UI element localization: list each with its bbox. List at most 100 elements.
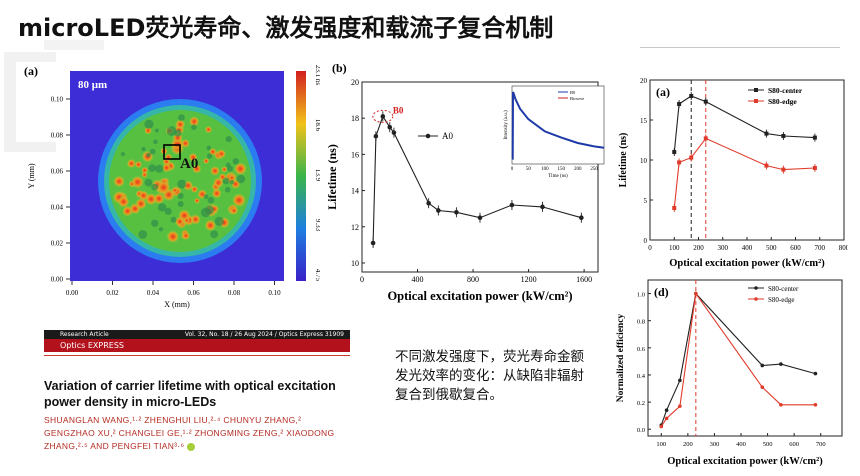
- colorbar-tick-label: 9.33: [314, 219, 320, 232]
- hotspot: [171, 187, 179, 194]
- lowspot: [206, 153, 213, 159]
- lowspot: [206, 145, 212, 151]
- data-point: [678, 378, 682, 383]
- x-axis-label: Optical excitation power (kW/cm²): [669, 258, 825, 269]
- data-point: [672, 150, 677, 154]
- hotspot: [181, 231, 191, 240]
- data-point: [579, 215, 584, 221]
- hotspot: [156, 180, 171, 195]
- y-tick-label: 0.4: [637, 373, 646, 380]
- x-tick-label: 200: [683, 441, 693, 448]
- x-tick-label: 1200: [521, 275, 537, 284]
- data-point: [509, 202, 515, 208]
- lowspot: [222, 177, 230, 185]
- y-axis-label: Lifetime (ns): [618, 133, 629, 188]
- data-point: [387, 124, 393, 130]
- data-point: [779, 362, 783, 366]
- lowspot: [158, 227, 164, 232]
- data-point: [426, 200, 431, 206]
- lowspot: [154, 128, 159, 133]
- map-x-tick-label: 0.00: [66, 289, 79, 297]
- inset-x-tick-label: 100: [541, 167, 549, 172]
- map-x-label: X (mm): [164, 300, 190, 309]
- hotspot: [131, 175, 145, 189]
- hotspot: [166, 230, 180, 244]
- lowspot: [177, 192, 184, 199]
- inset-x-tick-label: 250: [590, 167, 598, 172]
- journal-banner: Research Article Vol. 32, No. 18 / 26 Au…: [44, 330, 350, 360]
- lowspot: [120, 152, 125, 157]
- legend-label: S80-center: [768, 285, 799, 293]
- x-tick-label: 500: [766, 244, 777, 252]
- x-tick-label: 800: [467, 275, 479, 284]
- hotspot: [122, 205, 133, 217]
- hotspot: [228, 174, 236, 182]
- y-tick-label: 0.6: [637, 346, 646, 353]
- x-axis-label: Optical excitation power (kW/cm²): [387, 289, 572, 303]
- hotspot: [113, 175, 125, 188]
- lowspot: [144, 178, 153, 187]
- y-tick-label: 20: [640, 77, 648, 85]
- lowspot: [146, 152, 151, 158]
- data-point: [760, 385, 765, 389]
- lowspot: [236, 174, 246, 184]
- colorbar-tick-label: 23.1 ns: [314, 65, 320, 86]
- panel-a-label: (a): [24, 64, 38, 78]
- data-point: [436, 208, 441, 213]
- banner-citation: Vol. 32, No. 18 / 26 Aug 2024 / Optics E…: [184, 331, 344, 338]
- y-tick-label: 20: [351, 78, 359, 87]
- inset-decay-curve: [511, 91, 605, 160]
- hotspot: [183, 217, 190, 224]
- scale-text: 80 μm: [78, 79, 107, 91]
- lowspot: [225, 162, 231, 168]
- data-point: [812, 166, 817, 170]
- lowspot: [149, 148, 156, 155]
- panel-a-map: (a) 80 μm A0 0.00 0.02 0.04 0.06 0.08 0.10 0.1…: [24, 64, 320, 309]
- inset-x-tick-label: 0: [511, 167, 514, 172]
- inset-x-tick-label: 150: [558, 167, 566, 172]
- colorbar-tick-label: 4.75: [314, 269, 320, 282]
- map-y-tick-label: 0.10: [51, 96, 64, 104]
- legend-label: A0: [442, 131, 453, 141]
- x-tick-label: 0: [648, 244, 652, 252]
- hotspot: [203, 157, 210, 165]
- map-axis-ticks: 0.00 0.02 0.04 0.06 0.08 0.10 0.10 0.08 0.06 0.04…: [51, 96, 281, 298]
- hotspot: [175, 119, 186, 130]
- legend-marker: [754, 286, 758, 290]
- plot-frame: [647, 279, 843, 437]
- series-line: [660, 292, 816, 427]
- b0-highlight: [372, 109, 394, 123]
- inset-legend-label: Bicurve: [570, 96, 584, 101]
- lowspot: [155, 164, 164, 173]
- map-x-tick-label: 0.08: [228, 289, 241, 297]
- x-tick-label: 200: [693, 244, 704, 252]
- colorbar-ticks: 23.1 ns 18.6 13.9 9.33 4.75: [314, 65, 320, 282]
- journal-name-bar: Optics EXPRESS: [44, 339, 350, 352]
- hotspot: [194, 197, 200, 204]
- lowspot: [203, 194, 209, 200]
- legend-label: S80-edge: [768, 296, 794, 304]
- y-tick-label: 0.0: [637, 427, 645, 434]
- legend-marker: [754, 297, 758, 301]
- hotspot: [230, 206, 238, 215]
- map-y-tick-label: 0.02: [51, 240, 64, 248]
- hotspot: [190, 185, 199, 193]
- data-point: [391, 130, 397, 135]
- data-point: [477, 215, 483, 221]
- y-tick-label: 16: [351, 150, 359, 159]
- series-line: [673, 137, 815, 209]
- data-point: [380, 114, 386, 119]
- hotspot: [126, 158, 136, 169]
- decorative-watermark: [4, 52, 56, 152]
- data-point: [813, 371, 818, 376]
- lowspot: [141, 146, 146, 152]
- hotspot: [135, 198, 147, 210]
- data-point: [373, 133, 379, 139]
- data-point: [659, 424, 664, 429]
- data-point: [540, 204, 545, 210]
- y-tick-label: 18: [351, 114, 359, 123]
- legend-marker: [425, 133, 431, 139]
- lowspot: [153, 139, 158, 145]
- x-tick-label: 400: [412, 275, 424, 284]
- decorative-watermark-bar: [44, 40, 104, 50]
